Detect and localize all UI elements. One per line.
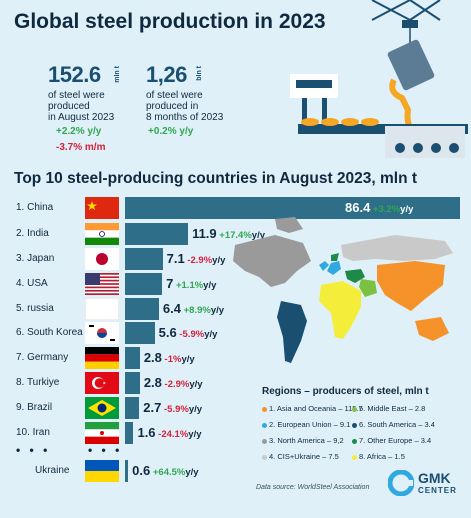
stat-8months-value: 1,26: [146, 62, 187, 87]
flag-japan-icon: [85, 248, 119, 270]
chart-title: Top 10 steel-producing countries in Augu…: [14, 170, 418, 187]
data-source: Data source: WorldSteel Association: [256, 484, 370, 491]
value-label-iran: 1.6 -24.1%y/y: [137, 425, 202, 440]
ellipsis-left: • • •: [16, 443, 51, 457]
stat-august: 152.6 mln t of steel were produced in Au…: [48, 62, 121, 153]
stat-8months: 1,26 bln t of steel were produced in 8 m…: [146, 62, 223, 137]
stat-august-unit: mln t: [114, 66, 121, 83]
country-label-ukraine: Ukraine: [35, 465, 70, 476]
stat-august-desc-1: of steel were: [48, 90, 105, 101]
bar-turkiye: [125, 372, 140, 394]
flag-south-korea-icon: [85, 322, 119, 344]
bar-brazil: [125, 397, 140, 419]
country-label-india: 2. India: [16, 228, 49, 239]
country-label-russia: 5. russia: [16, 303, 54, 314]
value-label-germany: 2.8 -1%y/y: [143, 350, 195, 365]
legend-dot-icon: [352, 422, 357, 428]
flag-brazil-icon: [85, 397, 119, 419]
country-label-iran: 10. Iran: [16, 427, 50, 438]
bar-ukraine: [125, 460, 129, 482]
world-map: [233, 217, 453, 363]
legend-item-3: 2. European Union – 9.1: [262, 420, 350, 429]
legend-dot-icon: [352, 406, 357, 412]
gmk-logo-icon: [388, 470, 414, 496]
gmk-logo-sub: CENTER: [418, 486, 457, 495]
flag-india-icon: [85, 223, 119, 245]
legend-item-5: 3. North America – 9,2: [262, 436, 344, 445]
legend-dot-icon: [262, 422, 267, 428]
steel-factory-illustration: [290, 0, 468, 158]
stat-august-value: 152.6: [48, 62, 101, 87]
country-label-brazil: 9. Brazil: [16, 402, 53, 413]
stat-august-yy: +2.2% y/y: [56, 126, 102, 137]
page-title: Global steel production in 2023: [14, 10, 326, 33]
legend-dot-icon: [262, 438, 267, 444]
legend-dot-icon: [352, 454, 357, 460]
legend-item-2: 5. Middle East – 2.8: [352, 404, 425, 413]
flag-usa-icon: [85, 273, 119, 295]
country-label-usa: 4. USA: [16, 278, 48, 289]
stat-8months-desc-3: 8 months of 2023: [146, 112, 224, 123]
flag-china-icon: [85, 197, 119, 219]
value-label-brazil: 2.7 -5.9%y/y: [143, 400, 203, 415]
country-label-south-korea: 6. South Korea: [16, 327, 83, 338]
legend-item-6: 7. Other Europe – 3.4: [352, 436, 431, 445]
country-label-turkiye: 8. Turkiye: [16, 377, 60, 388]
country-label-japan: 3. Japan: [16, 253, 55, 264]
bar-china: [125, 197, 460, 219]
value-label-south-korea: 5.6 -5.9%y/y: [158, 325, 218, 340]
bar-japan: [125, 248, 163, 270]
legend-item-1: 1. Asia and Oceania – 115.7: [262, 404, 363, 413]
ellipsis-right: • • •: [88, 443, 123, 457]
flag-turkiye-icon: [85, 372, 119, 394]
stat-august-mm: -3.7% m/m: [56, 142, 106, 153]
legend-item-8: 8. Africa – 1.5: [352, 452, 405, 461]
stat-8months-yy: +0.2% y/y: [148, 126, 194, 137]
stat-8months-unit: bln t: [196, 66, 203, 81]
bar-russia: [125, 298, 159, 320]
legend-dot-icon: [262, 406, 267, 412]
stat-august-desc-3: in August 2023: [48, 112, 115, 123]
value-label-china: 86.4 +3.2%y/y: [345, 200, 414, 215]
stat-august-desc-2: produced: [48, 101, 90, 112]
stat-8months-desc-2: produced in: [146, 101, 199, 112]
legend-title: Regions – producers of steel, mln t: [262, 386, 429, 397]
value-label-usa: 7 +1.1%y/y: [166, 276, 217, 291]
value-label-ukraine: 0.6 +64.5%y/y: [132, 463, 199, 478]
flag-russia-icon: [85, 298, 119, 320]
value-label-india: 11.9 +17.4%y/y: [192, 226, 265, 241]
country-label-germany: 7. Germany: [16, 352, 69, 363]
legend-item-7: 4. CIS+Ukraine – 7.5: [262, 452, 339, 461]
bar-germany: [125, 347, 140, 369]
value-label-russia: 6.4 +8.9%y/y: [162, 301, 225, 316]
legend-dot-icon: [352, 438, 357, 444]
legend-dot-icon: [262, 454, 267, 460]
bar-south-korea: [125, 322, 155, 344]
stat-8months-desc-1: of steel were: [146, 90, 203, 101]
flag-iran-icon: [85, 422, 119, 444]
gmk-logo-name: GMK: [418, 470, 451, 486]
country-label-china: 1. China: [16, 202, 54, 213]
legend-item-4: 6. South America – 3.4: [352, 420, 435, 429]
bar-india: [125, 223, 189, 245]
flag-germany-icon: [85, 347, 119, 369]
value-label-japan: 7.1 -2.9%y/y: [166, 251, 226, 266]
flag-ukraine-icon: [85, 460, 119, 482]
bar-iran: [125, 422, 134, 444]
bar-usa: [125, 273, 163, 295]
value-label-turkiye: 2.8 -2.9%y/y: [143, 375, 203, 390]
